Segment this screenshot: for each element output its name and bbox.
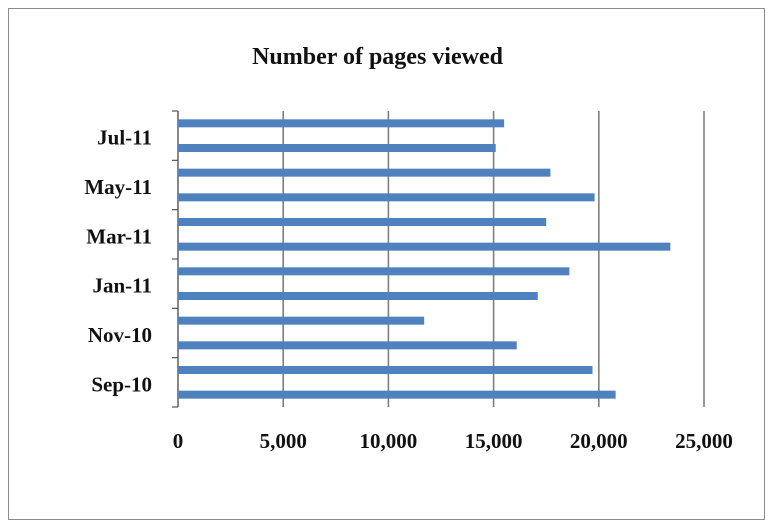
x-tick-label: 0: [173, 429, 184, 453]
bar-Sep-10: [178, 390, 616, 399]
bar-Dec-10: [178, 316, 425, 325]
x-tick-label: 15,000: [465, 429, 523, 453]
y-tick-label: Jan-11: [92, 274, 152, 298]
bar-Feb-11: [178, 267, 570, 276]
bar-Jan-11: [178, 292, 538, 300]
x-tick-label: 10,000: [360, 429, 418, 453]
y-tick-label: Sep-10: [91, 372, 152, 396]
bar-Oct-10: [178, 366, 593, 374]
x-tick-label: 25,000: [675, 429, 733, 453]
x-tick-label: 5,000: [260, 429, 307, 453]
bar-Mar-11: [178, 242, 671, 251]
chart-title: Number of pages viewed: [252, 44, 503, 70]
bar-Jul-11: [178, 144, 496, 152]
x-tick-label: 20,000: [570, 429, 628, 453]
bar-Nov-10: [178, 341, 517, 350]
chart-frame: [8, 8, 765, 520]
y-tick-label: Jul-11: [97, 126, 152, 150]
bar-Aug-11: [178, 119, 505, 128]
y-tick-label: Nov-10: [88, 323, 152, 347]
bar-Jun-11: [178, 168, 551, 177]
y-tick-label: Mar-11: [86, 224, 152, 248]
bar-May-11: [178, 193, 595, 202]
y-tick-label: May-11: [84, 175, 152, 199]
bar-Apr-11: [178, 218, 547, 226]
